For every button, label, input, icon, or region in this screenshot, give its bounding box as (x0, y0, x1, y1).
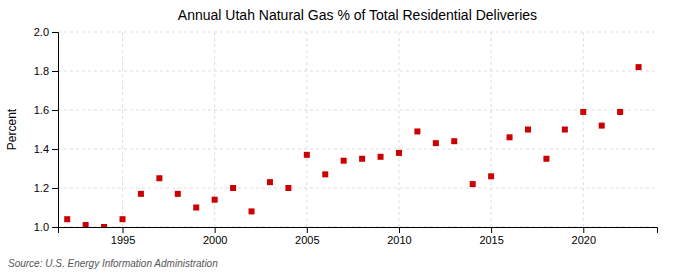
tick: 1995 (111, 227, 135, 246)
point (304, 152, 310, 158)
chart: 1995 2000 2005 2010 2015 2020 1.0 1.2 1.4 1.6 1.8 2… (0, 0, 675, 275)
grid-line-x (583, 32, 584, 227)
tick-label: 2020 (572, 234, 596, 246)
tick: 1.8 (34, 65, 58, 77)
tick-mark (52, 188, 58, 189)
point (470, 181, 476, 187)
tick-label: 1995 (111, 234, 135, 246)
point (507, 134, 513, 140)
grid (58, 32, 657, 227)
point (285, 185, 291, 191)
point (249, 208, 255, 214)
grid-line-y (58, 149, 657, 150)
point (322, 171, 328, 177)
point (525, 127, 531, 133)
tick-mark (583, 227, 584, 233)
point (83, 222, 89, 227)
grid-line-y (58, 32, 657, 33)
point (156, 175, 162, 181)
point (636, 64, 642, 70)
tick-mark (52, 110, 58, 111)
marks (64, 64, 641, 227)
point (617, 109, 623, 115)
point (193, 205, 199, 211)
point (64, 216, 70, 222)
point (451, 138, 457, 144)
tick-mark (52, 227, 58, 228)
tick-label: 1.0 (34, 221, 49, 233)
tick-mark (52, 149, 58, 150)
point (230, 185, 236, 191)
point (396, 150, 402, 156)
tick-mark (215, 227, 216, 233)
grid-line-x (398, 32, 399, 227)
title: Annual Utah Natural Gas % of Total Resid… (178, 7, 537, 23)
point (267, 179, 273, 185)
point (543, 156, 549, 162)
tick-mark (52, 32, 58, 33)
point (599, 123, 605, 129)
y-axis-title: Percent (5, 108, 19, 150)
tick-label: 1.8 (34, 65, 49, 77)
tick-mark (307, 227, 308, 233)
tick: 2010 (387, 227, 411, 246)
tick: 2020 (572, 227, 596, 246)
tick: 1.4 (34, 143, 58, 155)
tick-label: 2010 (387, 234, 411, 246)
tick-mark (52, 71, 58, 72)
tick-label: 1.4 (34, 143, 49, 155)
grid-line-y (58, 71, 657, 72)
tick: 2005 (295, 227, 319, 246)
point (175, 191, 181, 197)
source-note: Source: U.S. Energy Information Administ… (8, 258, 218, 269)
tick: 1.2 (34, 182, 58, 194)
plot: 1995 2000 2005 2010 2015 2020 1.0 1.2 1.4 1.6 1.8 2… (34, 26, 658, 246)
y-axis: 1.0 1.2 1.4 1.6 1.8 2.0 (34, 26, 59, 233)
x-axis: 1995 2000 2005 2010 2015 2020 (59, 227, 658, 246)
point (212, 197, 218, 203)
point (120, 216, 126, 222)
tick-mark (123, 227, 124, 233)
point (101, 224, 107, 227)
tick-label: 1.2 (34, 182, 49, 194)
tick-label: 2000 (203, 234, 227, 246)
grid-line-y (58, 110, 657, 111)
point (562, 127, 568, 133)
tick-label: 2015 (479, 234, 503, 246)
axis-line (59, 228, 658, 234)
point (433, 140, 439, 146)
tick: 2.0 (34, 26, 58, 38)
point (580, 109, 586, 115)
grid-line-x (491, 32, 492, 227)
tick: 1.6 (34, 104, 58, 116)
grid-line-y (58, 188, 657, 189)
tick-mark (491, 227, 492, 233)
tick-label: 2005 (295, 234, 319, 246)
axis-line (52, 33, 59, 228)
tick: 1.0 (34, 221, 58, 233)
point (488, 173, 494, 179)
point (378, 154, 384, 160)
point (341, 158, 347, 164)
tick: 2000 (203, 227, 227, 246)
tick-label: 2.0 (34, 26, 49, 38)
grid-line-x (306, 32, 307, 227)
point (359, 156, 365, 162)
grid-line-x (122, 32, 123, 227)
tick-label: 1.6 (34, 104, 49, 116)
tick: 2015 (479, 227, 503, 246)
point (414, 128, 420, 134)
point (138, 191, 144, 197)
tick-mark (399, 227, 400, 233)
